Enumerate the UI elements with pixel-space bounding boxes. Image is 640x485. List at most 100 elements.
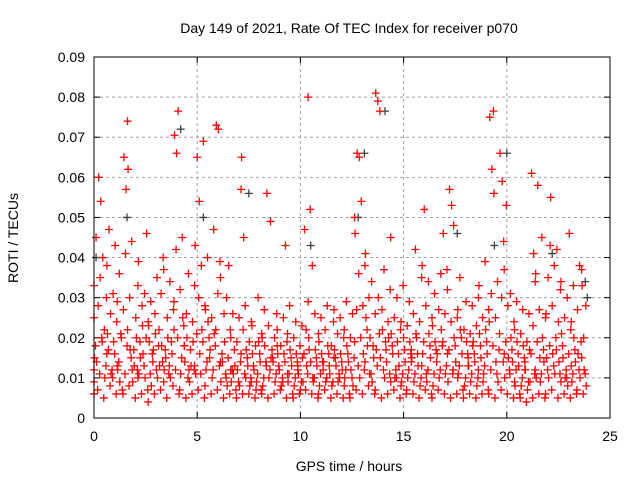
red-point — [144, 321, 153, 330]
red-point — [345, 393, 354, 402]
red-point — [510, 317, 519, 326]
red-point — [342, 341, 351, 350]
red-point — [439, 229, 448, 238]
red-point — [527, 349, 536, 358]
red-point — [474, 281, 483, 290]
red-point — [285, 369, 294, 378]
red-point — [206, 345, 215, 354]
y-tick-label: 0.03 — [58, 290, 85, 306]
red-point — [373, 361, 382, 370]
red-point — [139, 349, 148, 358]
red-point — [151, 329, 160, 338]
red-point — [481, 257, 490, 266]
red-point — [327, 381, 336, 390]
red-point — [479, 377, 488, 386]
red-point — [409, 377, 418, 386]
red-point — [404, 365, 413, 374]
red-point — [245, 381, 254, 390]
red-point — [415, 317, 424, 326]
plot-frame — [93, 56, 611, 419]
red-point — [193, 153, 202, 162]
red-point — [541, 389, 550, 398]
red-point — [407, 345, 416, 354]
red-point — [196, 369, 205, 378]
red-point — [377, 305, 386, 314]
red-point — [503, 389, 512, 398]
red-point — [403, 373, 412, 382]
red-point — [476, 341, 485, 350]
red-point — [519, 341, 528, 350]
red-point — [188, 389, 197, 398]
red-point — [562, 365, 571, 374]
red-point — [199, 137, 208, 146]
red-point — [198, 337, 207, 346]
red-point — [395, 393, 404, 402]
red-point — [237, 349, 246, 358]
red-point — [124, 165, 133, 174]
x-tick-label: 15 — [396, 428, 412, 444]
red-point — [94, 173, 103, 182]
red-point — [340, 381, 349, 390]
red-point — [484, 305, 493, 314]
red-point — [516, 329, 525, 338]
red-point — [473, 373, 482, 382]
red-point — [114, 357, 123, 366]
red-point — [184, 269, 193, 278]
red-point — [366, 333, 375, 342]
red-point — [165, 361, 174, 370]
red-point — [257, 389, 266, 398]
red-point — [533, 337, 542, 346]
red-point — [384, 317, 393, 326]
red-point — [572, 385, 581, 394]
red-point — [470, 349, 479, 358]
red-point — [325, 361, 334, 370]
red-point — [524, 309, 533, 318]
red-point — [491, 357, 500, 366]
red-point — [291, 373, 300, 382]
red-point — [440, 389, 449, 398]
red-point — [355, 153, 364, 162]
red-point — [228, 309, 237, 318]
red-point — [567, 377, 576, 386]
red-point — [548, 349, 557, 358]
red-point — [512, 297, 521, 306]
black-point — [123, 213, 132, 222]
red-point — [408, 389, 417, 398]
red-point — [403, 321, 412, 330]
red-point — [358, 389, 367, 398]
red-point — [461, 373, 470, 382]
red-point — [402, 385, 411, 394]
red-point — [140, 361, 149, 370]
red-point — [191, 241, 200, 250]
red-point — [503, 301, 512, 310]
red-point — [436, 269, 445, 278]
red-point — [234, 377, 243, 386]
red-point — [125, 381, 134, 390]
red-point — [190, 361, 199, 370]
red-point — [467, 369, 476, 378]
red-point — [163, 333, 172, 342]
red-point — [333, 389, 342, 398]
red-point — [209, 365, 218, 374]
red-point — [183, 373, 192, 382]
red-point — [106, 309, 115, 318]
red-point — [567, 361, 576, 370]
red-point — [389, 385, 398, 394]
red-point — [170, 131, 179, 140]
red-point — [423, 365, 432, 374]
red-point — [231, 385, 240, 394]
red-point — [314, 337, 323, 346]
red-point — [291, 317, 300, 326]
red-point — [451, 341, 460, 350]
red-point — [459, 325, 468, 334]
red-point — [475, 329, 484, 338]
red-point — [217, 349, 226, 358]
red-point — [113, 297, 122, 306]
red-point — [172, 245, 181, 254]
red-point — [316, 369, 325, 378]
red-point — [239, 233, 248, 242]
red-point — [554, 357, 563, 366]
red-point — [304, 333, 313, 342]
red-point — [177, 353, 186, 362]
red-point — [113, 365, 122, 374]
